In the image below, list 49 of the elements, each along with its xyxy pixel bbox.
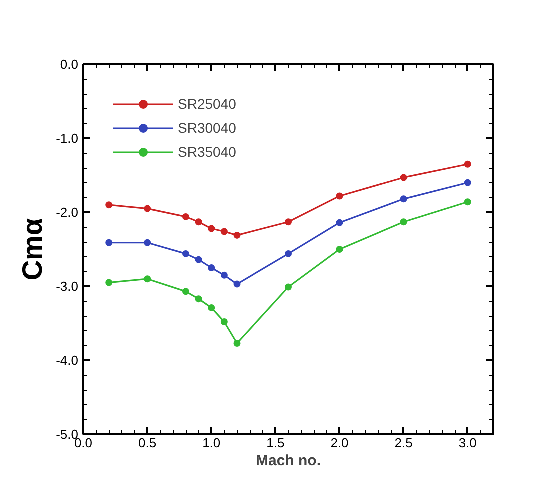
point (144, 276, 152, 283)
legend-label: SR35040 (178, 144, 236, 160)
point (220, 272, 228, 279)
point (182, 250, 190, 258)
y-tick-label: -4.0 (56, 353, 79, 368)
point (144, 239, 152, 246)
point (464, 179, 472, 186)
point (464, 160, 472, 168)
y-tick-label: 0.0 (60, 57, 79, 72)
point (182, 288, 190, 296)
point (234, 232, 241, 239)
point (106, 239, 113, 246)
point (208, 304, 216, 312)
point (195, 296, 202, 303)
x-tick-label: 0.5 (138, 436, 157, 450)
legend-label: SR25040 (178, 96, 236, 112)
point (336, 246, 344, 253)
point (220, 318, 228, 326)
x-tick-label: 1.5 (266, 436, 285, 450)
point (182, 213, 190, 220)
x-tick-label: 1.0 (202, 436, 221, 450)
point (208, 264, 216, 272)
point (106, 279, 113, 286)
x-axis-title: Mach no. (256, 452, 322, 470)
y-tick-label: -3.0 (56, 279, 79, 294)
point (234, 280, 241, 288)
point (336, 219, 344, 226)
x-tick-label: 2.5 (394, 436, 413, 450)
point (195, 218, 202, 226)
point (220, 228, 228, 236)
point (195, 256, 202, 264)
point (208, 225, 216, 232)
point (234, 340, 241, 347)
y-tick-label: -1.0 (56, 131, 79, 146)
point (464, 198, 472, 206)
point (106, 202, 113, 209)
point (400, 218, 408, 226)
point (336, 192, 344, 200)
legend-label: SR30040 (178, 120, 236, 136)
y-tick-label: -2.0 (56, 205, 79, 220)
point (285, 250, 292, 258)
x-tick-label: 2.0 (330, 436, 349, 450)
point (285, 218, 292, 226)
y-axis-title: Cmα (17, 218, 48, 281)
point (285, 284, 292, 291)
point (400, 174, 408, 182)
point (144, 205, 152, 212)
x-tick-label: 3.0 (458, 436, 477, 450)
point (400, 196, 408, 203)
